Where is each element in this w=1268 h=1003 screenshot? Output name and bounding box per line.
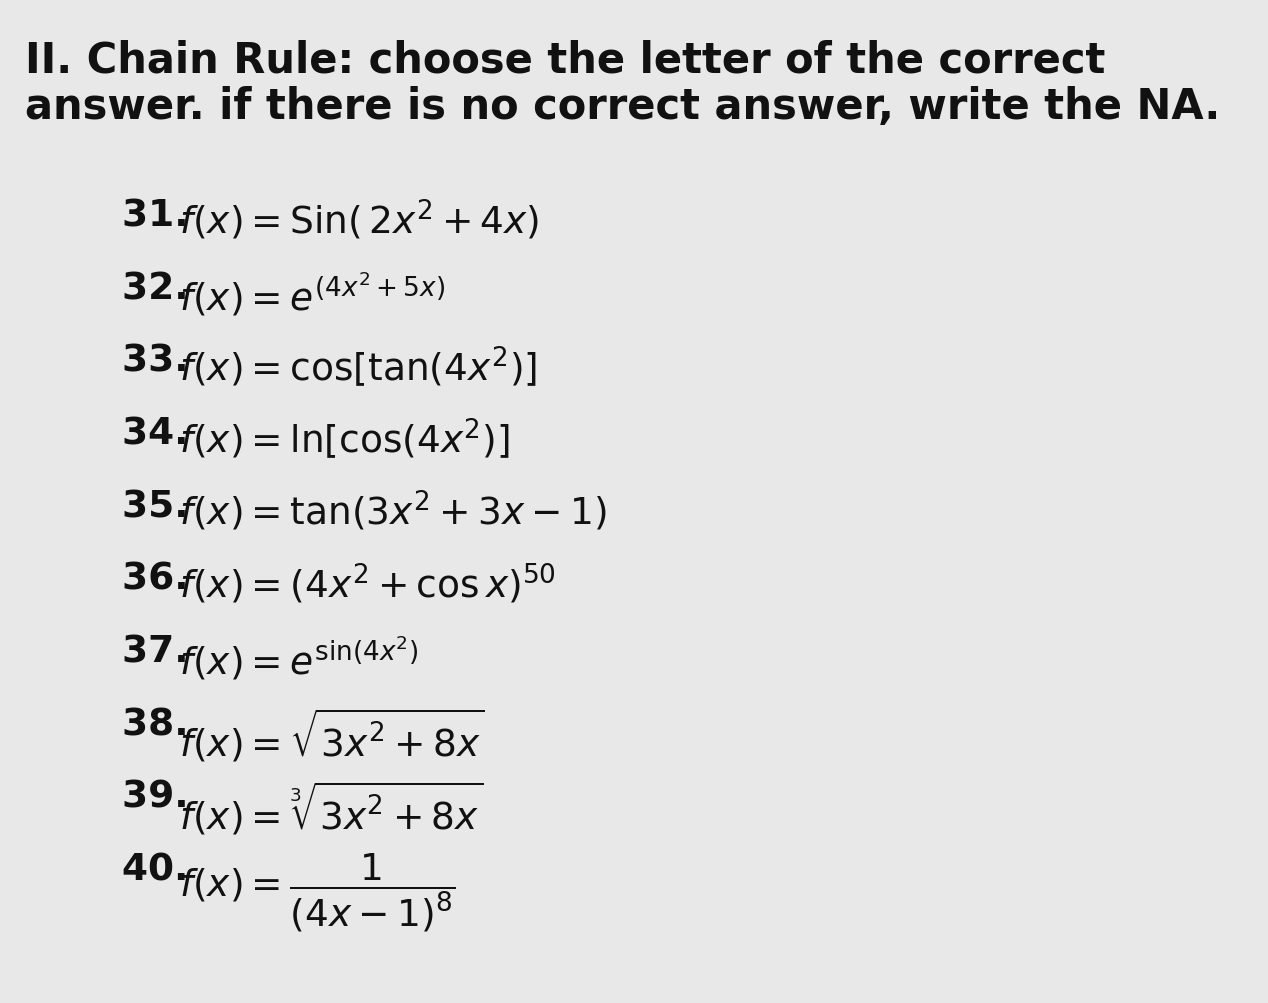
Text: $f(x) = \ln[\cos(4x^2)]$: $f(x) = \ln[\cos(4x^2)]$	[179, 416, 510, 460]
Text: 31.: 31.	[122, 199, 202, 234]
Text: $f(x) = \dfrac{1}{(4x-1)^8}$: $f(x) = \dfrac{1}{(4x-1)^8}$	[179, 852, 455, 934]
Text: $f(x) = \tan(3x^2 + 3x - 1)$: $f(x) = \tan(3x^2 + 3x - 1)$	[179, 488, 606, 533]
Text: $f(x) = \sqrt{3x^2 + 8x}$: $f(x) = \sqrt{3x^2 + 8x}$	[179, 706, 484, 763]
Text: 35.: 35.	[122, 488, 202, 525]
Text: II. Chain Rule: choose the letter of the correct: II. Chain Rule: choose the letter of the…	[24, 39, 1106, 81]
Text: 39.: 39.	[122, 779, 216, 815]
Text: $f(x) = e^{(4x^2+5x)}$: $f(x) = e^{(4x^2+5x)}$	[179, 271, 445, 318]
Text: 38.: 38.	[122, 706, 202, 742]
Text: 34.: 34.	[122, 416, 214, 452]
Text: $f(x) = \cos[\tan(4x^2)]$: $f(x) = \cos[\tan(4x^2)]$	[179, 343, 536, 388]
Text: $f(x) = \mathrm{Sin}(\,2x^2 + 4x)$: $f(x) = \mathrm{Sin}(\,2x^2 + 4x)$	[179, 199, 539, 242]
Text: $f(x) = \sqrt[3]{3x^2 + 8x}$: $f(x) = \sqrt[3]{3x^2 + 8x}$	[179, 779, 483, 837]
Text: $f(x) = (4x^2 + \cos x)^{50}$: $f(x) = (4x^2 + \cos x)^{50}$	[179, 562, 555, 605]
Text: 36.: 36.	[122, 562, 216, 597]
Text: 32.: 32.	[122, 271, 202, 307]
Text: 37.: 37.	[122, 634, 202, 670]
Text: $f(x) = e^{\sin(4x^2)}$: $f(x) = e^{\sin(4x^2)}$	[179, 634, 418, 681]
Text: 33.: 33.	[122, 343, 216, 379]
Text: 40.: 40.	[122, 852, 214, 888]
Text: answer. if there is no correct answer, write the NA.: answer. if there is no correct answer, w…	[24, 85, 1220, 127]
